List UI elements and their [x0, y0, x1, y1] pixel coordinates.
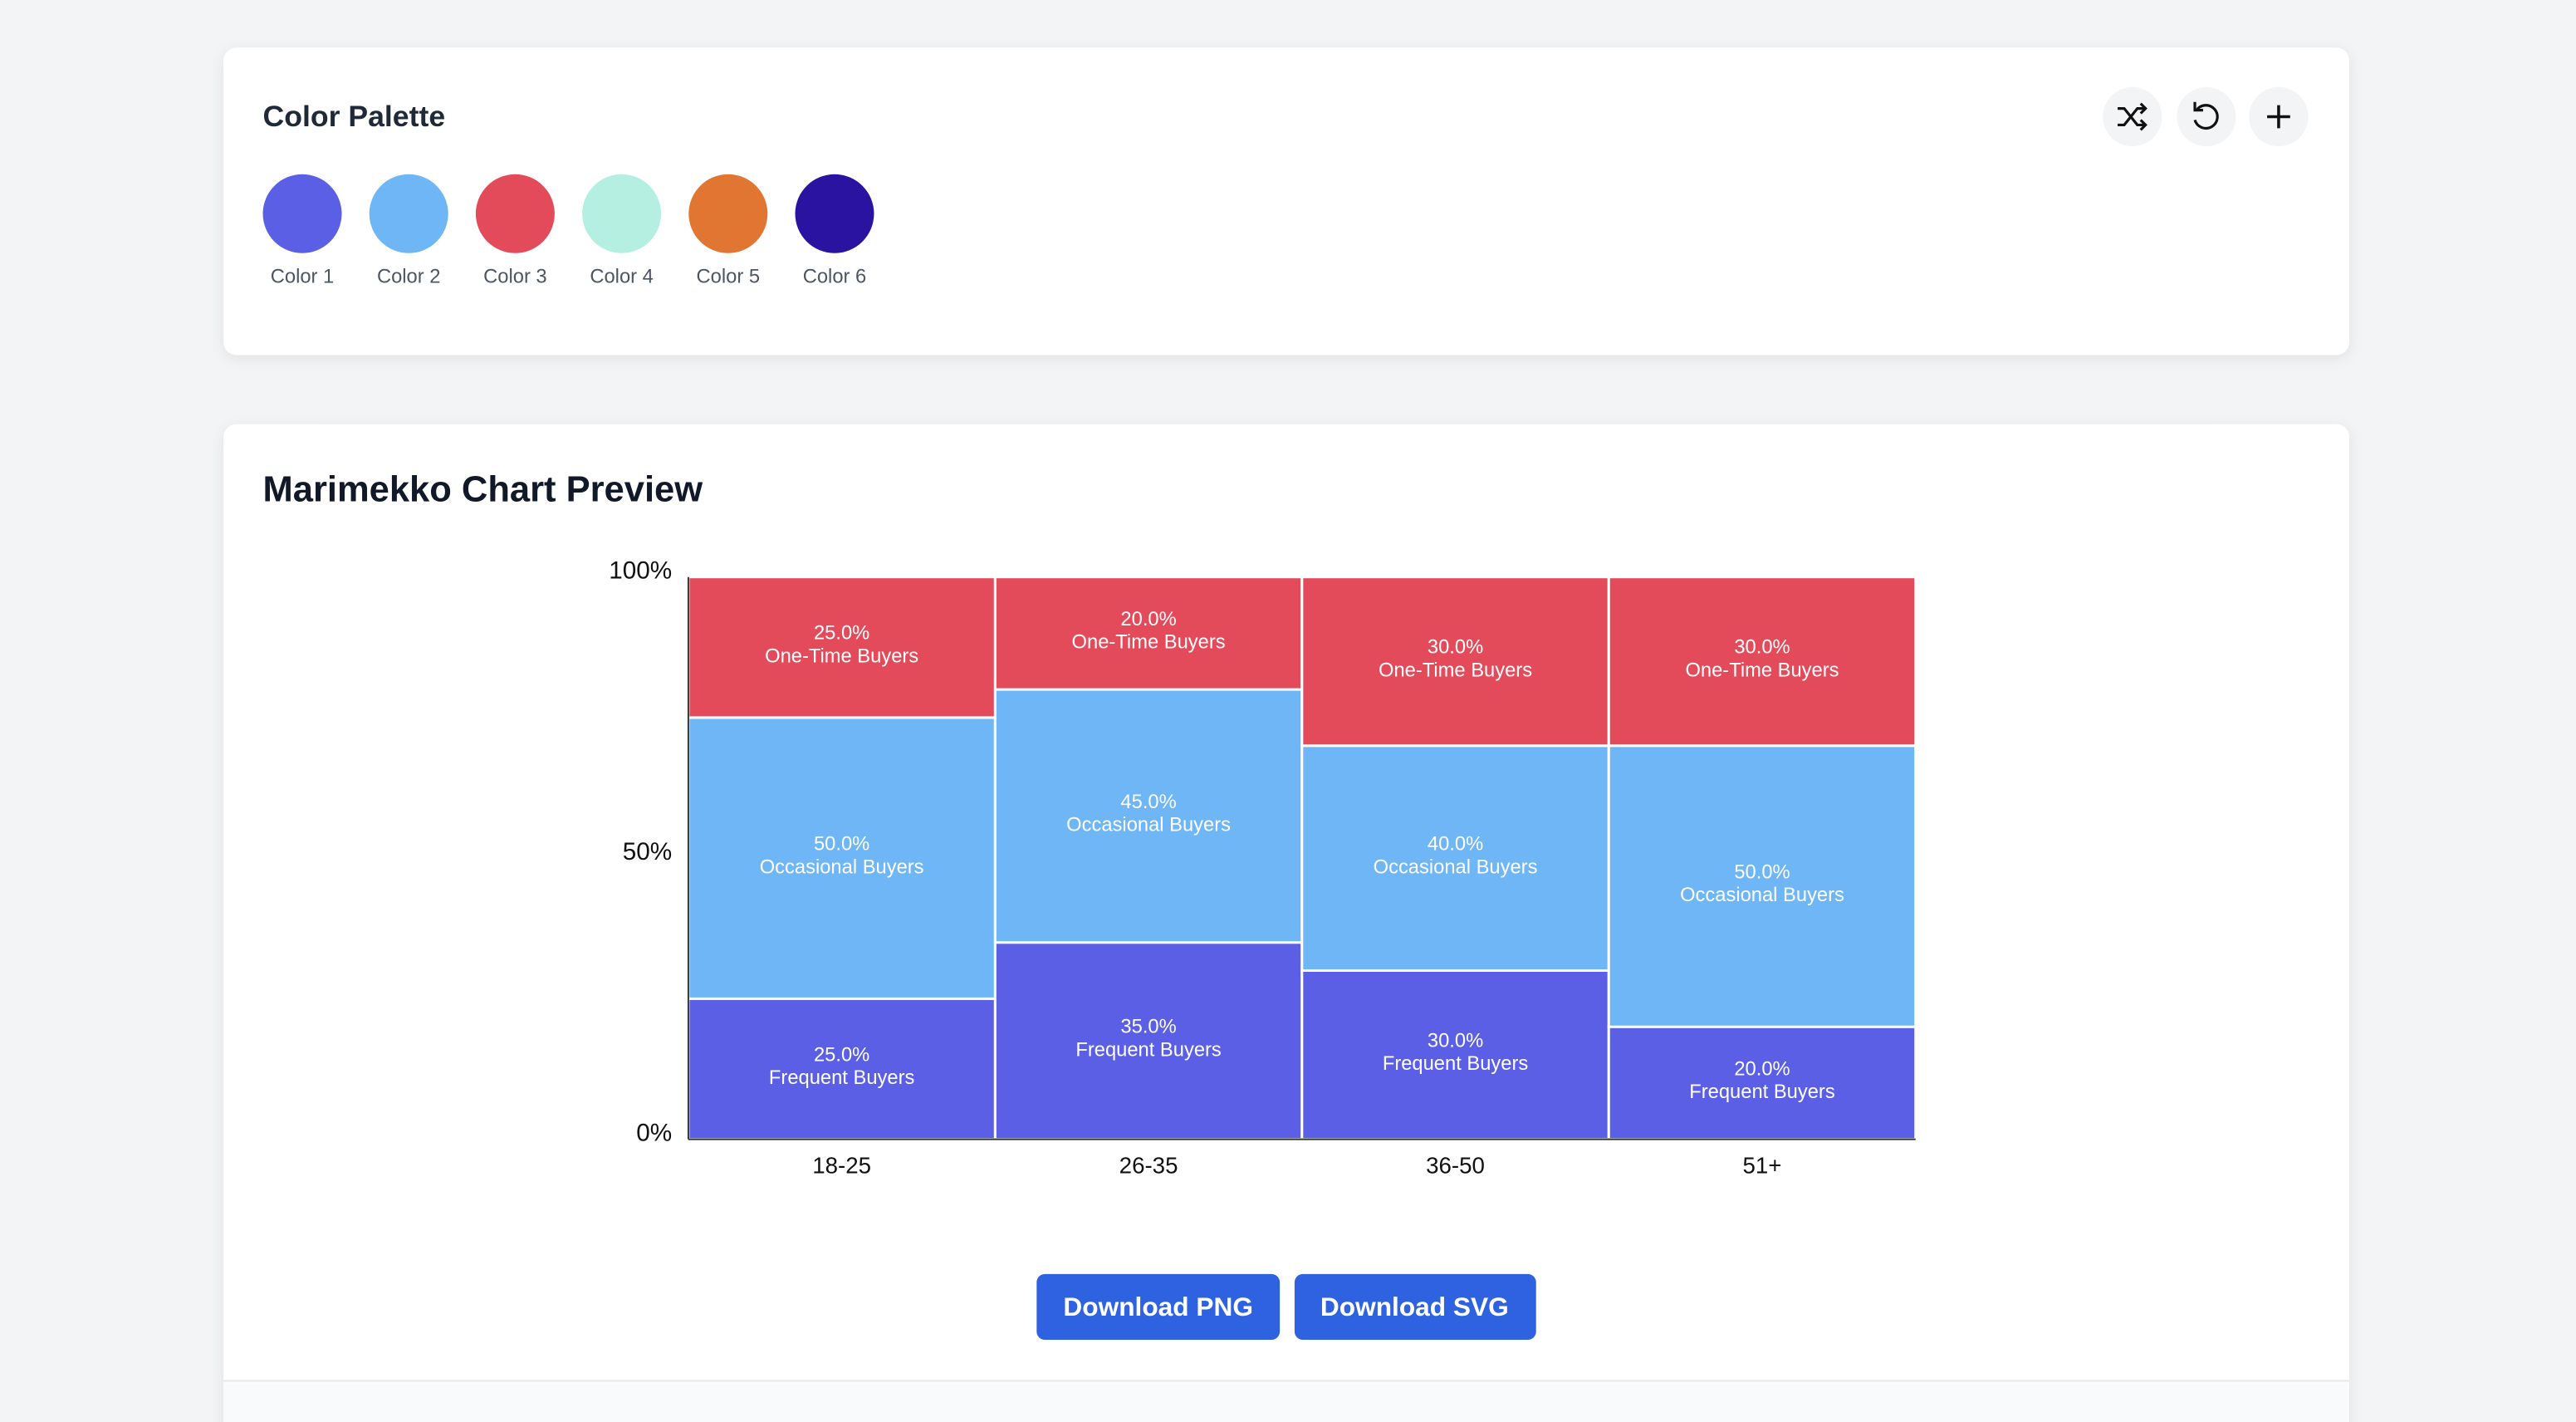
x-tick-label: 51+ [1743, 1153, 1782, 1179]
y-tick-label: 100% [609, 557, 672, 585]
segment-value-label: 20.0% [1120, 609, 1176, 630]
segment-series-label: One-Time Buyers [1072, 632, 1226, 654]
shuffle-button[interactable] [2103, 86, 2162, 147]
segment-value-label: 30.0% [1428, 1030, 1483, 1052]
color-swatch [475, 174, 555, 253]
color-label: Color 5 [697, 267, 760, 288]
segment-series-label: Frequent Buyers [769, 1067, 915, 1089]
segment-series-label: Occasional Buyers [1680, 885, 1844, 906]
segment-series-label: One-Time Buyers [1379, 660, 1532, 681]
segment-series-label: One-Time Buyers [765, 645, 918, 667]
color-swatch [688, 174, 768, 253]
add-button[interactable] [2249, 86, 2309, 147]
palette-card [223, 47, 2349, 356]
color-label: Color 6 [803, 267, 866, 288]
segment [687, 997, 997, 1141]
download-png[interactable]: Download PNG [1036, 1273, 1281, 1341]
palette-title: Color Palette [263, 100, 446, 133]
button-label[interactable]: Download SVG [1320, 1292, 1509, 1321]
color-swatch [795, 174, 874, 253]
segment-series-label: Frequent Buyers [1383, 1053, 1529, 1075]
color-swatch [582, 174, 662, 253]
x-tick-label: 36-50 [1426, 1153, 1485, 1179]
segment [1300, 969, 1610, 1141]
segment-value-label: 20.0% [1734, 1058, 1790, 1080]
segment-value-label: 25.0% [814, 1044, 869, 1066]
segment-series-label: Frequent Buyers [1075, 1039, 1222, 1061]
segment-value-label: 50.0% [814, 834, 869, 856]
download-svg[interactable]: Download SVG [1294, 1273, 1536, 1341]
segment-series-label: One-Time Buyers [1685, 660, 1839, 681]
color-label: Color 3 [483, 267, 546, 288]
segment-value-label: 40.0% [1428, 834, 1483, 856]
segment-series-label: Frequent Buyers [1689, 1081, 1835, 1103]
color-label: Color 4 [590, 267, 653, 288]
segment-series-label: Occasional Buyers [1374, 856, 1538, 878]
segment-value-label: 35.0% [1120, 1017, 1176, 1038]
segment-series-label: Occasional Buyers [760, 856, 924, 878]
segment-value-label: 25.0% [814, 623, 869, 645]
x-tick-label: 26-35 [1119, 1153, 1178, 1179]
chart-title: Marimekko Chart Preview [263, 469, 703, 509]
segment-value-label: 45.0% [1120, 792, 1176, 813]
segment-series-label: Occasional Buyers [1066, 815, 1231, 836]
color-label: Color 1 [271, 267, 334, 288]
color-swatch [369, 174, 448, 253]
segment [1607, 576, 1917, 748]
segment [993, 688, 1304, 944]
color-swatch [262, 174, 342, 253]
y-tick-label: 50% [623, 838, 672, 865]
segment [1300, 576, 1610, 748]
segment-value-label: 50.0% [1734, 861, 1790, 883]
color-label: Color 2 [377, 267, 440, 288]
segment-value-label: 30.0% [1734, 637, 1790, 659]
segment [1607, 744, 1917, 1028]
segment [687, 716, 997, 1000]
y-tick-label: 0% [636, 1119, 672, 1146]
segment [1607, 1025, 1917, 1141]
x-tick-label: 18-25 [812, 1153, 871, 1179]
button-label[interactable]: Download PNG [1063, 1292, 1253, 1321]
footer [223, 1382, 2349, 1422]
segment [993, 576, 1304, 691]
reset-button[interactable] [2177, 86, 2236, 147]
segment-value-label: 30.0% [1428, 637, 1483, 659]
segment [993, 941, 1304, 1141]
